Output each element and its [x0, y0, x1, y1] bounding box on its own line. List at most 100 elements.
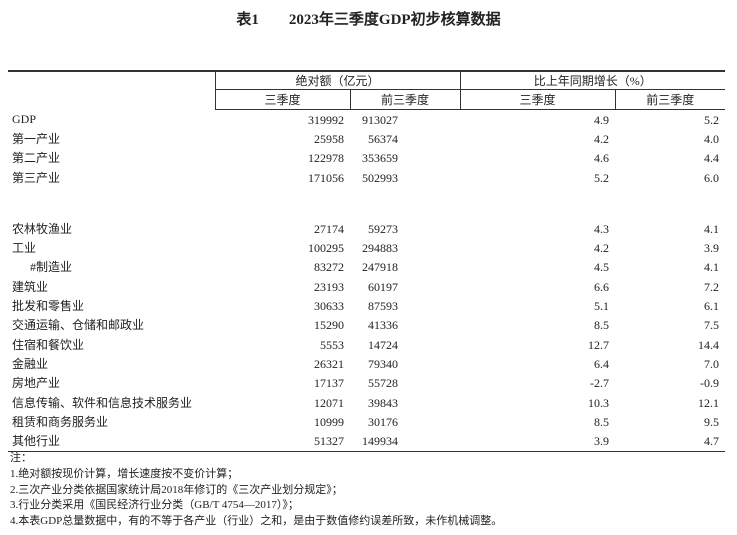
header-group: 比上年同期增长（%） [459, 70, 726, 90]
table-row: 租赁和商务服务业 10999 30176 8.5 9.5 [8, 412, 725, 431]
cell-value: 41336 [368, 318, 399, 333]
cell-value: 4.6 [594, 151, 610, 166]
row-label: 金融业 [12, 356, 49, 371]
cell-value: 27174 [314, 221, 344, 236]
row-label: 第三产业 [12, 170, 61, 185]
cell-value: 55728 [368, 376, 399, 391]
row-label: 其他行业 [8, 431, 215, 452]
cell-value: 5.2 [594, 170, 610, 185]
row-label: 批发和零售业 [12, 299, 85, 314]
spacer-cell [460, 187, 615, 219]
cell-value: 6.1 [704, 299, 720, 314]
cell-value: 7.2 [704, 279, 720, 294]
cell-value: 6.6 [594, 279, 610, 294]
cell-value: 14.4 [698, 337, 720, 352]
cell-value: 3.9 [460, 431, 616, 452]
cell-value: 14724 [368, 337, 399, 352]
row-label: 交通运输、仓储和邮政业 [12, 318, 145, 333]
cell-value: 4.7 [615, 431, 726, 452]
cell-value: 4.2 [594, 131, 610, 146]
header-group: 绝对额（亿元） [214, 70, 461, 90]
cell-value: 30176 [368, 414, 399, 429]
spacer-cell [615, 187, 725, 219]
cell-value: 4.1 [704, 260, 720, 275]
row-label: 租赁和商务服务业 [12, 414, 109, 429]
data-table: 绝对额（亿元） 比上年同期增长（%） 三季度 前三季度 三季度 前三季度 GDP… [8, 70, 726, 452]
table-row: 房地产业 17137 55728 -2.7 -0.9 [8, 374, 725, 393]
column-header: 前三季度 [614, 89, 726, 110]
row-label: 信息传输、软件和信息技术服务业 [12, 395, 193, 410]
table-row: #制造业 83272 247918 4.5 4.1 [8, 258, 725, 277]
row-label: 工业 [12, 241, 37, 256]
table-row: 交通运输、仓储和邮政业 15290 41336 8.5 7.5 [8, 316, 725, 335]
cell-value: 4.5 [594, 260, 610, 275]
table-row: 工业 100295 294883 4.2 3.9 [8, 238, 725, 257]
cell-value: 51327 [215, 431, 350, 452]
cell-value: 5.2 [704, 112, 720, 127]
cell-value: 502993 [362, 170, 399, 185]
row-label: 农林牧渔业 [12, 221, 73, 236]
cell-value: 30633 [314, 299, 344, 314]
row-label: 第二产业 [12, 151, 61, 166]
cell-value: 17137 [314, 376, 344, 391]
column-header: 三季度 [214, 89, 350, 110]
cell-value: 5.1 [594, 299, 610, 314]
cell-value: 247918 [362, 260, 399, 275]
note-line: 2.三次产业分类依据国家统计局2018年修订的《三次产业划分规定》； [10, 483, 343, 496]
cell-value: 100295 [308, 241, 344, 256]
row-label: #制造业 [30, 260, 73, 275]
spacer-row [8, 187, 725, 219]
header-blank [8, 70, 215, 110]
cell-value: 25958 [314, 131, 344, 146]
cell-value: 56374 [368, 131, 399, 146]
note-line: 注： [10, 452, 32, 464]
cell-value: 913027 [362, 112, 399, 127]
cell-value: 319992 [308, 112, 344, 127]
cell-value: 10999 [314, 414, 344, 429]
table-row: 其他行业 51327 149934 3.9 4.7 [8, 431, 726, 452]
table-row: GDP 319992 913027 4.9 5.2 [8, 110, 725, 130]
spacer-cell [215, 187, 350, 219]
cell-value: -0.9 [700, 376, 720, 391]
cell-value: 171056 [308, 170, 344, 185]
cell-value: 10.3 [588, 395, 610, 410]
cell-value: 122978 [308, 151, 344, 166]
cell-value: 26321 [314, 356, 344, 371]
table-title: 表1 2023年三季度GDP初步核算数据 [236, 12, 501, 28]
cell-value: 4.9 [594, 112, 610, 127]
note-line: 1.绝对额按现价计算，增长速度按不变价计算； [10, 467, 239, 480]
cell-value: 39843 [368, 395, 399, 410]
table-row: 第一产业 25958 56374 4.2 4.0 [8, 129, 725, 148]
cell-value: 6.0 [704, 170, 720, 185]
cell-value: 7.5 [704, 318, 720, 333]
row-label: 建筑业 [12, 279, 49, 294]
table-body: GDP 319992 913027 4.9 5.2 第一产业 25958 56374 4.2 4.… [8, 110, 726, 452]
notes: 注： 1.绝对额按现价计算，增长速度按不变价计算； 2.三次产业分类依据国家统计局2… [10, 451, 502, 530]
cell-value: 4.0 [704, 131, 720, 146]
table-row: 建筑业 23193 60197 6.6 7.2 [8, 277, 725, 296]
cell-value: 59273 [368, 221, 399, 236]
cell-value: 83272 [314, 260, 344, 275]
cell-value: 87593 [368, 299, 399, 314]
cell-value: 4.1 [704, 221, 720, 236]
cell-value: 4.2 [594, 241, 610, 256]
cell-value: -2.7 [590, 376, 610, 391]
cell-value: 4.4 [704, 151, 720, 166]
cell-value: 294883 [362, 241, 399, 256]
cell-value: 149934 [350, 431, 461, 452]
cell-value: 8.5 [594, 318, 610, 333]
note-line: 3.行业分类采用《国民经济行业分类（GB/T 4754—2017）》； [10, 499, 299, 512]
cell-value: 4.3 [594, 221, 610, 236]
spacer-cell [350, 187, 460, 219]
cell-value: 5553 [320, 337, 344, 352]
cell-value: 12.7 [588, 337, 610, 352]
spacer-cell [8, 187, 215, 219]
cell-value: 353659 [362, 151, 399, 166]
cell-value: 6.4 [594, 356, 610, 371]
cell-value: 12.1 [698, 395, 720, 410]
cell-value: 60197 [368, 279, 399, 294]
row-label: GDP [12, 112, 37, 127]
cell-value: 15290 [314, 318, 344, 333]
column-header: 三季度 [459, 89, 616, 110]
